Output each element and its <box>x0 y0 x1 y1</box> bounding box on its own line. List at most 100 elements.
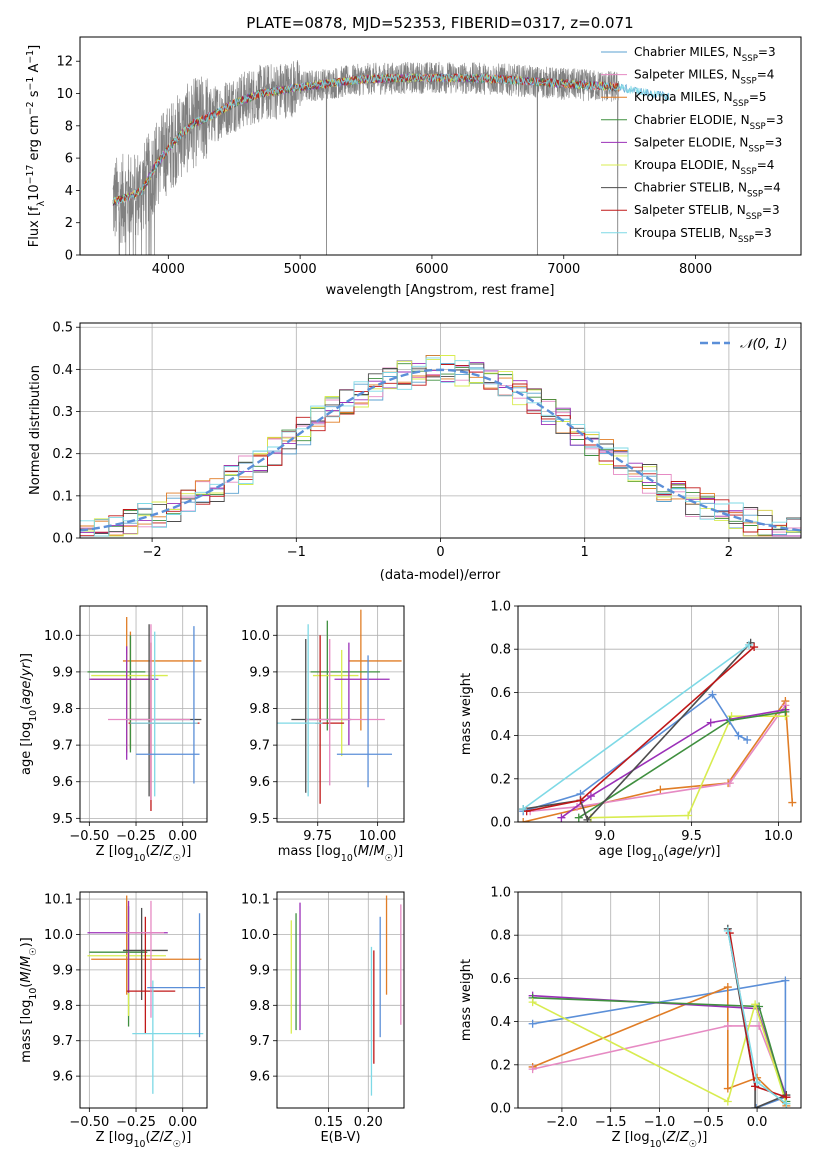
label-part: mass [log <box>278 844 341 859</box>
y-axis-label: Flux [fλ10−17 erg cm−2 s−1 A−1] <box>25 45 47 247</box>
label-part: yr <box>696 844 712 859</box>
label-part: ( <box>19 705 34 710</box>
weight-marker <box>583 815 592 822</box>
x-tick-label: 8000 <box>679 262 712 277</box>
x-axis-label: Z [log10(Z/Z☉)] <box>96 844 192 864</box>
label-part: Z <box>163 844 174 859</box>
weight-marker <box>528 998 537 1007</box>
label-part: age <box>19 681 34 705</box>
x-axis-label: mass [log10(M/M☉)] <box>278 844 404 864</box>
axes-frame <box>79 605 208 823</box>
x-tick-label: 0.15 <box>314 1115 343 1130</box>
y-tick-label: 10.0 <box>44 928 73 943</box>
y-tick-label: 0.2 <box>490 772 511 787</box>
label-part: −1 <box>25 50 36 64</box>
error-point <box>136 626 200 784</box>
weight-marker <box>743 735 752 744</box>
weight-line <box>530 704 787 812</box>
weight-marker <box>751 1104 760 1108</box>
label-part: Chabrier STELIB, N <box>634 181 747 195</box>
weight-marker <box>708 690 717 699</box>
label-part: ( <box>19 983 34 988</box>
error-point <box>91 631 153 749</box>
weight-marker <box>734 731 743 740</box>
y-tick-label: 9.9 <box>249 963 270 978</box>
y-axis-label: age [log10(age/yr)] <box>19 653 39 775</box>
weight-marker <box>723 1084 732 1093</box>
label-part: =4 <box>757 158 775 172</box>
weight-marker <box>519 805 528 814</box>
label-part: erg cm <box>27 115 42 164</box>
error-point <box>89 646 159 760</box>
x-axis-label: E(B-V) <box>320 1130 360 1145</box>
y-tick-label: 10.0 <box>241 629 270 644</box>
label-part: ☉ <box>173 853 181 864</box>
error-point <box>89 906 148 1027</box>
axes-frame <box>276 891 405 1109</box>
weight-marker <box>752 1104 761 1108</box>
legend-entry: Kroupa ELODIE, NSSP=4 <box>634 158 774 177</box>
x-tick-label: 0 <box>436 545 444 560</box>
label-part: −1 <box>25 77 36 91</box>
weight-marker <box>723 1021 732 1030</box>
label-part: s <box>27 90 42 101</box>
y-axis-label: mass weight <box>459 673 474 755</box>
x-tick-label: −0.50 <box>69 1115 109 1130</box>
label-part: / <box>369 844 374 859</box>
y-tick-label: 6 <box>65 152 73 167</box>
legend-entry: 𝒩(0, 1) <box>740 337 787 352</box>
axes-age_vs_Z <box>80 606 207 822</box>
label-part: Z <box>679 1130 690 1145</box>
weight-marker <box>750 643 759 652</box>
x-tick-label: −0.25 <box>116 829 156 844</box>
weight-marker <box>751 1000 760 1009</box>
label-part: SSP <box>747 190 763 200</box>
x-tick-label: 0.20 <box>354 1115 383 1130</box>
weight-marker <box>753 1078 762 1087</box>
error-point <box>126 624 202 797</box>
label-part: 10 <box>134 853 146 864</box>
plot-area-age_vs_mass <box>277 609 402 804</box>
axes-frame <box>79 36 802 256</box>
plot-area-weight_vs_Z <box>528 924 791 1108</box>
weight-marker <box>751 1082 760 1091</box>
label-part: Chabrier ELODIE, N <box>634 113 750 127</box>
y-tick-label: 0.6 <box>490 686 511 701</box>
plot-area-weight_vs_age <box>519 638 797 822</box>
label-part: Z [log <box>96 844 134 859</box>
y-tick-label: 9.5 <box>52 812 73 827</box>
weight-marker <box>744 640 753 649</box>
x-tick-label: 5000 <box>284 262 317 277</box>
y-tick-label: 0.1 <box>52 489 73 504</box>
plot-area-residuals <box>80 355 801 537</box>
legend-entry: Kroupa STELIB, NSSP=3 <box>634 226 772 245</box>
label-part: Salpeter MILES, N <box>634 68 741 82</box>
y-tick-label: 9.8 <box>52 999 73 1014</box>
label-part: / <box>159 844 164 859</box>
y-tick-label: 0.6 <box>490 972 511 987</box>
label-part: SSP <box>741 77 757 87</box>
label-part: 10 <box>27 184 42 201</box>
y-tick-label: 0.0 <box>490 816 511 831</box>
error-point <box>130 631 198 797</box>
weight-marker <box>723 983 732 992</box>
y-tick-label: 9.6 <box>52 1070 73 1085</box>
y-tick-label: 1.0 <box>490 600 511 615</box>
x-tick-label: 0.00 <box>168 829 197 844</box>
label-part: Z <box>163 1130 174 1145</box>
y-tick-label: 0.4 <box>490 729 511 744</box>
y-tick-label: 0.0 <box>52 532 73 547</box>
error-point <box>122 616 202 753</box>
label-part: SSP <box>738 235 754 245</box>
legend-entry: Chabrier STELIB, NSSP=4 <box>634 181 781 200</box>
label-part: Z <box>666 1130 677 1145</box>
label-part: )] <box>181 1130 191 1145</box>
y-tick-label: 0.3 <box>52 405 73 420</box>
y-axis-label: mass [log10(M/M☉)] <box>19 937 39 1063</box>
y-tick-label: 0.8 <box>490 929 511 944</box>
label-part: Flux [f <box>27 206 42 247</box>
error-point <box>305 638 385 786</box>
label-part: 10 <box>652 853 664 864</box>
x-tick-label: 0.00 <box>168 1115 197 1130</box>
